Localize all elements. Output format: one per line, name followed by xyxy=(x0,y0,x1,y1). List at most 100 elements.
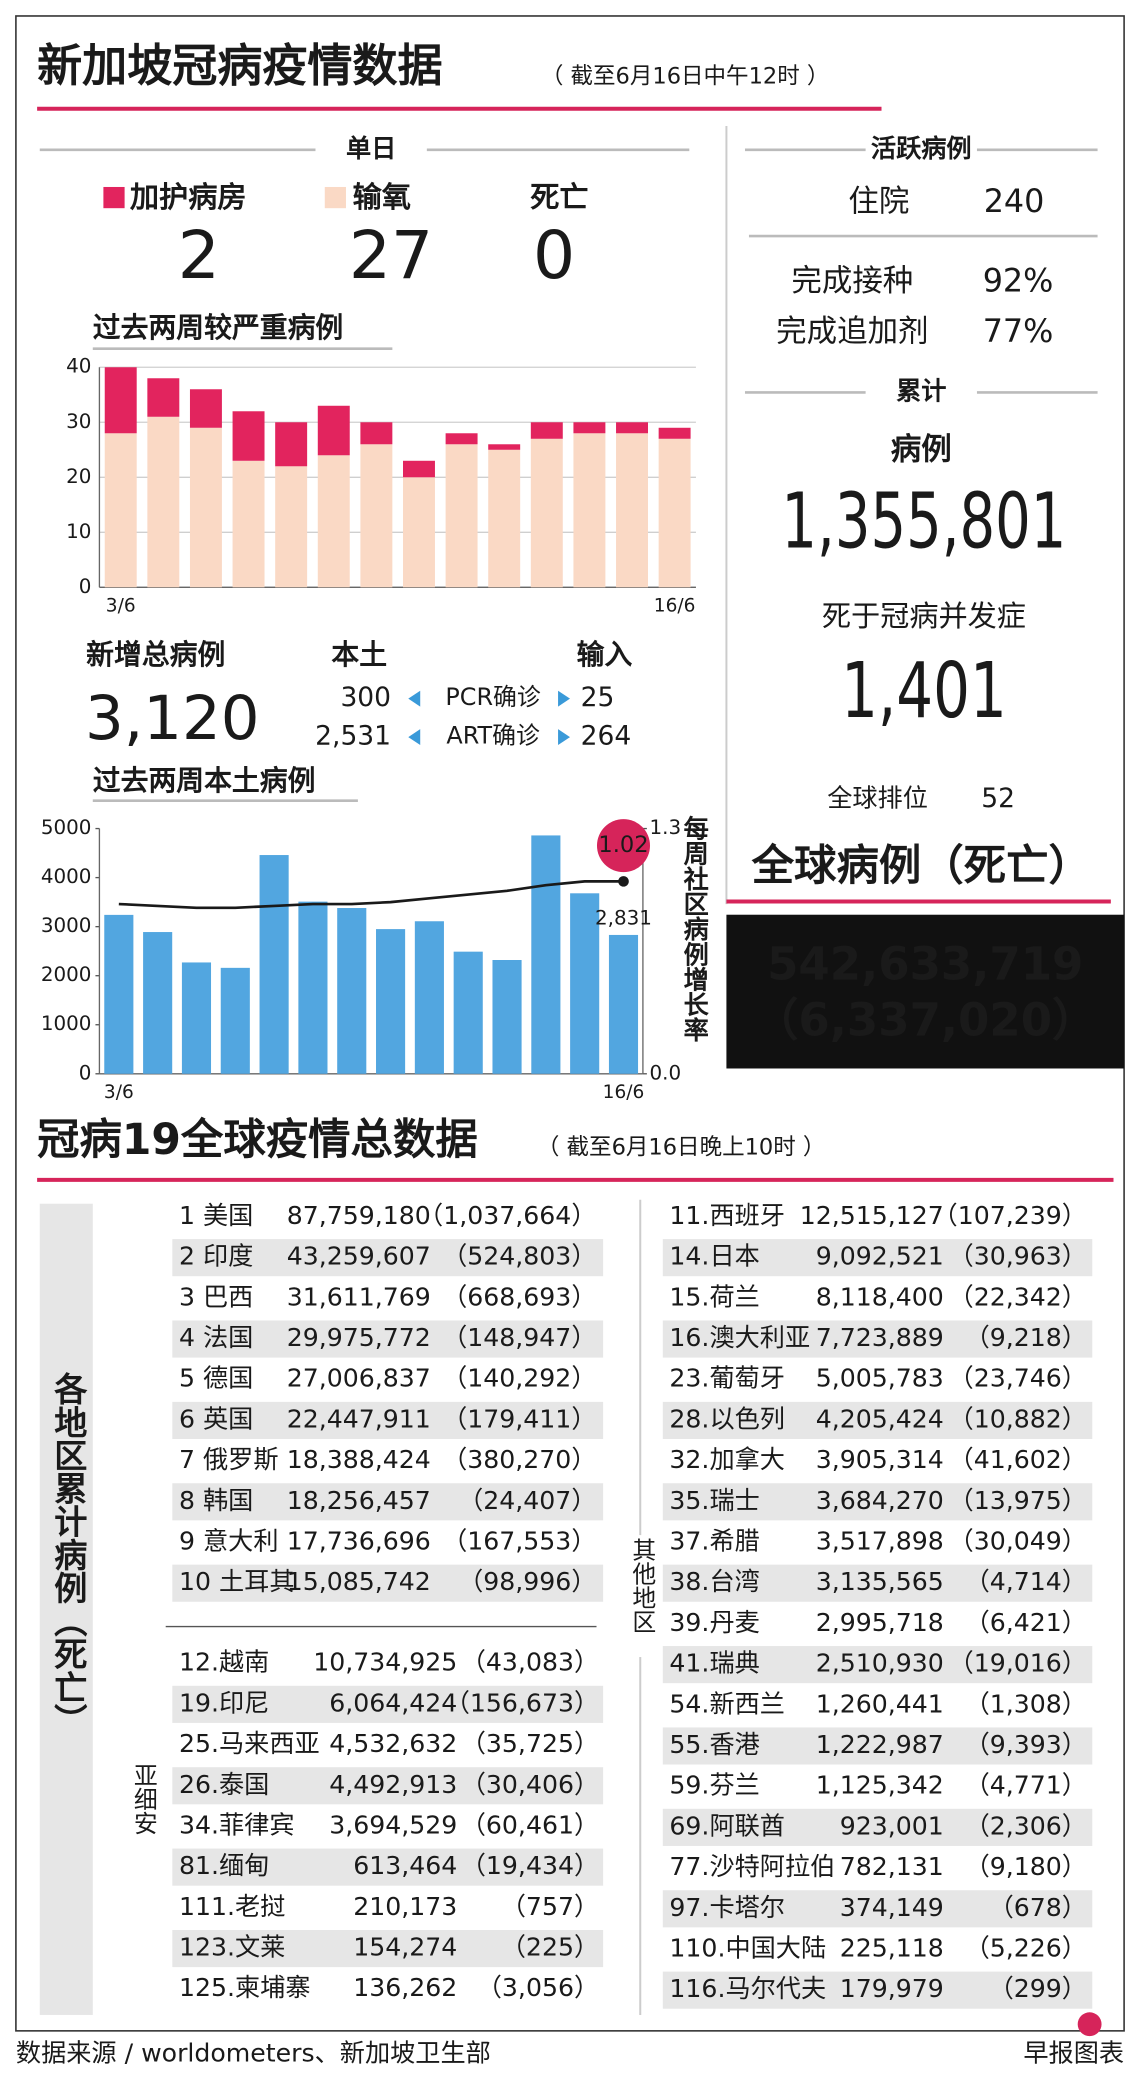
table-row-bg xyxy=(172,1483,604,1521)
country: 12.越南 xyxy=(179,1648,269,1677)
country: 54.新西兰 xyxy=(669,1689,785,1718)
country: 15.荷兰 xyxy=(669,1282,759,1311)
y2-axis-title: 每周社区病例增长率 xyxy=(680,814,710,1041)
credit: 早报图表 xyxy=(1023,2039,1124,2068)
deaths: （225） xyxy=(501,1933,599,1962)
bar xyxy=(573,422,606,434)
label: 输入 xyxy=(577,638,633,671)
cases: 5,005,783 xyxy=(816,1364,944,1393)
y-tick-label: 0 xyxy=(79,575,92,598)
deaths: （60,461） xyxy=(461,1810,599,1839)
subtitle: （ 截至6月16日中午12时 ） xyxy=(541,63,830,89)
table-row-bg xyxy=(662,1401,1093,1439)
cases: 17,736,696 xyxy=(287,1527,431,1556)
region-label: 亚细安 xyxy=(129,1763,157,1835)
country: 5 德国 xyxy=(179,1364,253,1393)
arrow xyxy=(408,690,421,707)
bar xyxy=(403,477,435,588)
deaths: （41,602） xyxy=(949,1445,1087,1474)
table-row-bg xyxy=(172,1685,604,1723)
table-row-bg xyxy=(662,1971,1093,2009)
cases: 923,001 xyxy=(840,1811,944,1840)
y2-tick-label: 1.3 xyxy=(650,816,682,839)
y2-tick-label: 0.0 xyxy=(650,1061,682,1084)
bar xyxy=(232,411,265,461)
label: 全球排位 xyxy=(827,783,928,812)
country: 59.芬兰 xyxy=(669,1771,759,1800)
bar xyxy=(403,460,435,478)
x-tick-label: 3/6 xyxy=(106,595,136,616)
deaths: （148,947） xyxy=(442,1323,596,1352)
bar xyxy=(220,967,250,1074)
section-label: 累计 xyxy=(896,376,946,405)
deaths: （9,393） xyxy=(965,1730,1087,1759)
country: 77.沙特阿拉伯 xyxy=(669,1852,835,1881)
country: 8 韩国 xyxy=(179,1486,253,1515)
table-row-bg xyxy=(662,1646,1093,1684)
country: 28.以色列 xyxy=(669,1404,785,1433)
cases: 3,694,529 xyxy=(329,1810,457,1839)
deaths: （4,771） xyxy=(965,1771,1087,1800)
global-title: 全球病例（死亡） xyxy=(751,842,1091,891)
country: 14.日本 xyxy=(669,1242,759,1271)
x-tick-label: 16/6 xyxy=(603,1082,645,1103)
cases: 18,256,457 xyxy=(287,1486,431,1515)
big-value: 1,401 xyxy=(841,647,1007,736)
label: 完成接种 xyxy=(791,264,913,299)
deaths: （19,434） xyxy=(461,1851,599,1880)
y-tick-label: 10 xyxy=(66,520,91,543)
bar xyxy=(147,416,180,588)
y-tick-label: 2000 xyxy=(41,963,92,986)
country: 55.香港 xyxy=(669,1730,759,1759)
value-label: 1.02 xyxy=(598,832,648,858)
deaths: （5,226） xyxy=(965,1933,1087,1962)
y-tick-label: 4000 xyxy=(41,865,92,888)
country: 110.中国大陆 xyxy=(669,1933,826,1962)
country: 39.丹麦 xyxy=(669,1608,759,1637)
y-tick-label: 1000 xyxy=(41,1012,92,1035)
bar xyxy=(573,433,606,588)
cases: 3,517,898 xyxy=(816,1527,944,1556)
cases: 6,064,424 xyxy=(329,1688,457,1717)
country: 116.马尔代夫 xyxy=(669,1974,826,2003)
bar xyxy=(360,444,393,588)
value-label: 2,831 xyxy=(595,907,652,930)
bar xyxy=(259,855,289,1074)
country: 38.台湾 xyxy=(669,1567,759,1596)
side-label: 各地区累计病例（死亡） xyxy=(49,1372,89,1736)
deaths: （3,056） xyxy=(477,1973,599,2002)
deaths: （678） xyxy=(989,1893,1087,1922)
country: 19.印尼 xyxy=(179,1688,269,1717)
cases: 4,492,913 xyxy=(329,1770,457,1799)
deaths: （24,407） xyxy=(458,1486,596,1515)
global-box xyxy=(726,914,1125,1069)
deaths: （9,180） xyxy=(965,1852,1087,1881)
imported-count: 25 xyxy=(581,682,615,713)
cases: 782,131 xyxy=(840,1852,944,1881)
table-row-bg xyxy=(662,1320,1093,1358)
bar xyxy=(317,455,350,588)
y-tick-label: 0 xyxy=(79,1061,92,1084)
label-bg xyxy=(623,1535,658,1658)
cases: 87,759,180 xyxy=(287,1201,431,1230)
y-tick-label: 30 xyxy=(66,410,91,433)
country: 41.瑞典 xyxy=(669,1649,759,1678)
label: 死于冠病并发症 xyxy=(822,599,1026,633)
bar xyxy=(275,466,308,588)
legend-swatch xyxy=(324,186,346,209)
table-row-bg xyxy=(172,1929,604,1968)
bar xyxy=(488,449,521,588)
bar xyxy=(530,438,563,588)
deaths: （10,882） xyxy=(949,1404,1087,1433)
line-end-dot xyxy=(618,876,629,887)
country: 123.文莱 xyxy=(179,1933,285,1962)
cases: 8,118,400 xyxy=(816,1282,944,1311)
cases: 18,388,424 xyxy=(287,1445,431,1474)
table-row-bg xyxy=(172,1320,604,1358)
bar xyxy=(104,367,137,434)
bar xyxy=(414,921,444,1074)
arrow xyxy=(558,690,570,707)
table-row-bg xyxy=(662,1483,1093,1521)
label: 新增总病例 xyxy=(86,638,225,671)
